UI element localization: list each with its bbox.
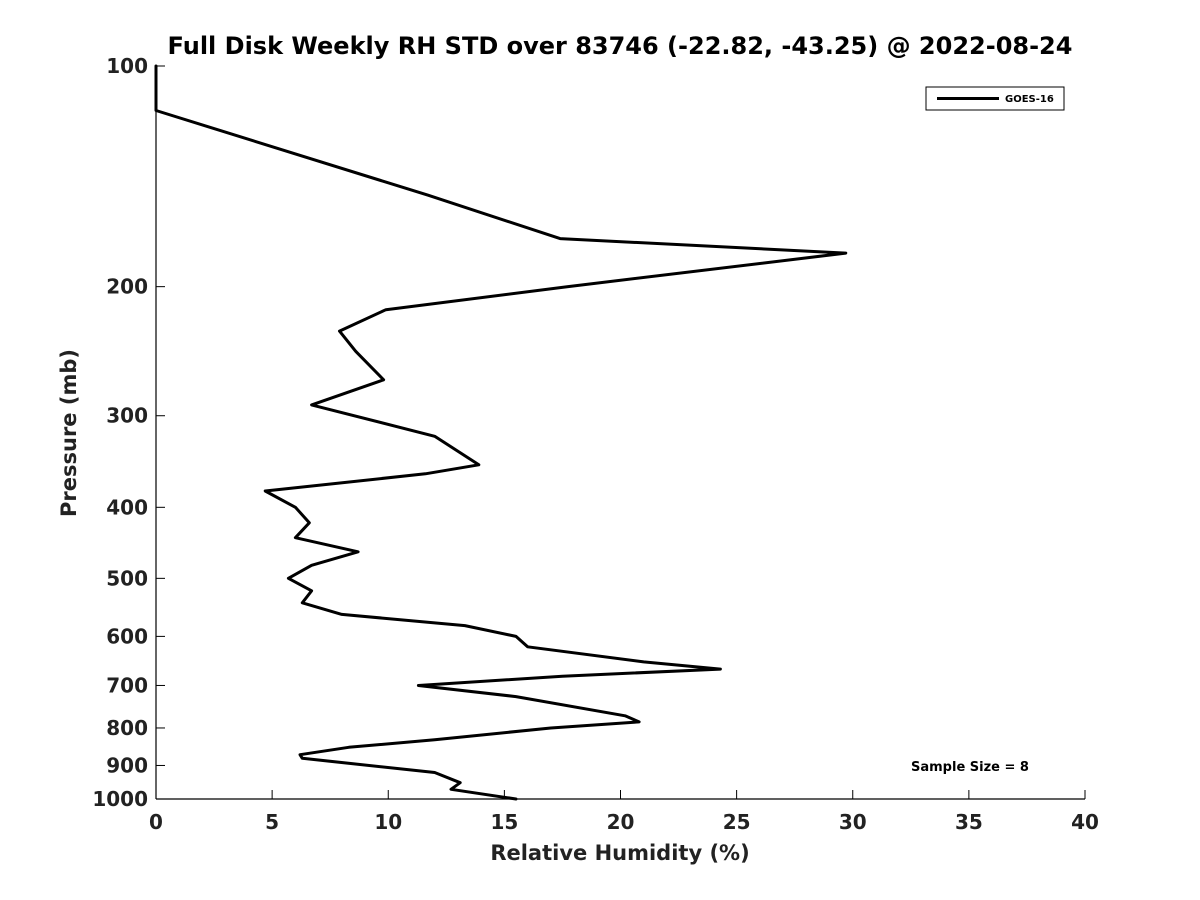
y-tick-label: 300 [106, 404, 148, 428]
y-tick-label: 600 [106, 624, 148, 648]
x-tick-label: 40 [1071, 810, 1099, 834]
x-tick-label: 30 [839, 810, 867, 834]
x-tick-label: 10 [374, 810, 402, 834]
legend-label: GOES-16 [1005, 94, 1054, 105]
y-tick-label: 400 [106, 495, 148, 519]
series-group [154, 64, 848, 801]
x-tick-label: 0 [149, 810, 163, 834]
axes: 0 5 10 15 20 25 30 35 40 100 200 300 400 500 600 700 800… [92, 54, 1099, 834]
y-tick-label: 100 [106, 54, 148, 78]
x-tick-label: 35 [955, 810, 983, 834]
y-tick-label: 200 [106, 275, 148, 299]
x-tick-label: 25 [723, 810, 751, 834]
y-axis-label: Pressure (mb) [57, 349, 81, 517]
x-tick-label: 20 [607, 810, 635, 834]
series-line-goes-16 [154, 64, 848, 801]
y-tick-label: 800 [106, 716, 148, 740]
x-axis-label: Relative Humidity (%) [490, 841, 749, 865]
y-tick-label: 900 [106, 753, 148, 777]
y-tick-label: 700 [106, 673, 148, 697]
x-tick-label: 15 [490, 810, 518, 834]
x-tick-label: 5 [265, 810, 279, 834]
y-tick-label: 500 [106, 566, 148, 590]
sample-size-annotation: Sample Size = 8 [911, 760, 1029, 775]
y-tick-label: 1000 [92, 787, 148, 811]
legend: GOES-16 [925, 86, 1065, 111]
chart-title: Full Disk Weekly RH STD over 83746 (-22.… [168, 32, 1073, 60]
